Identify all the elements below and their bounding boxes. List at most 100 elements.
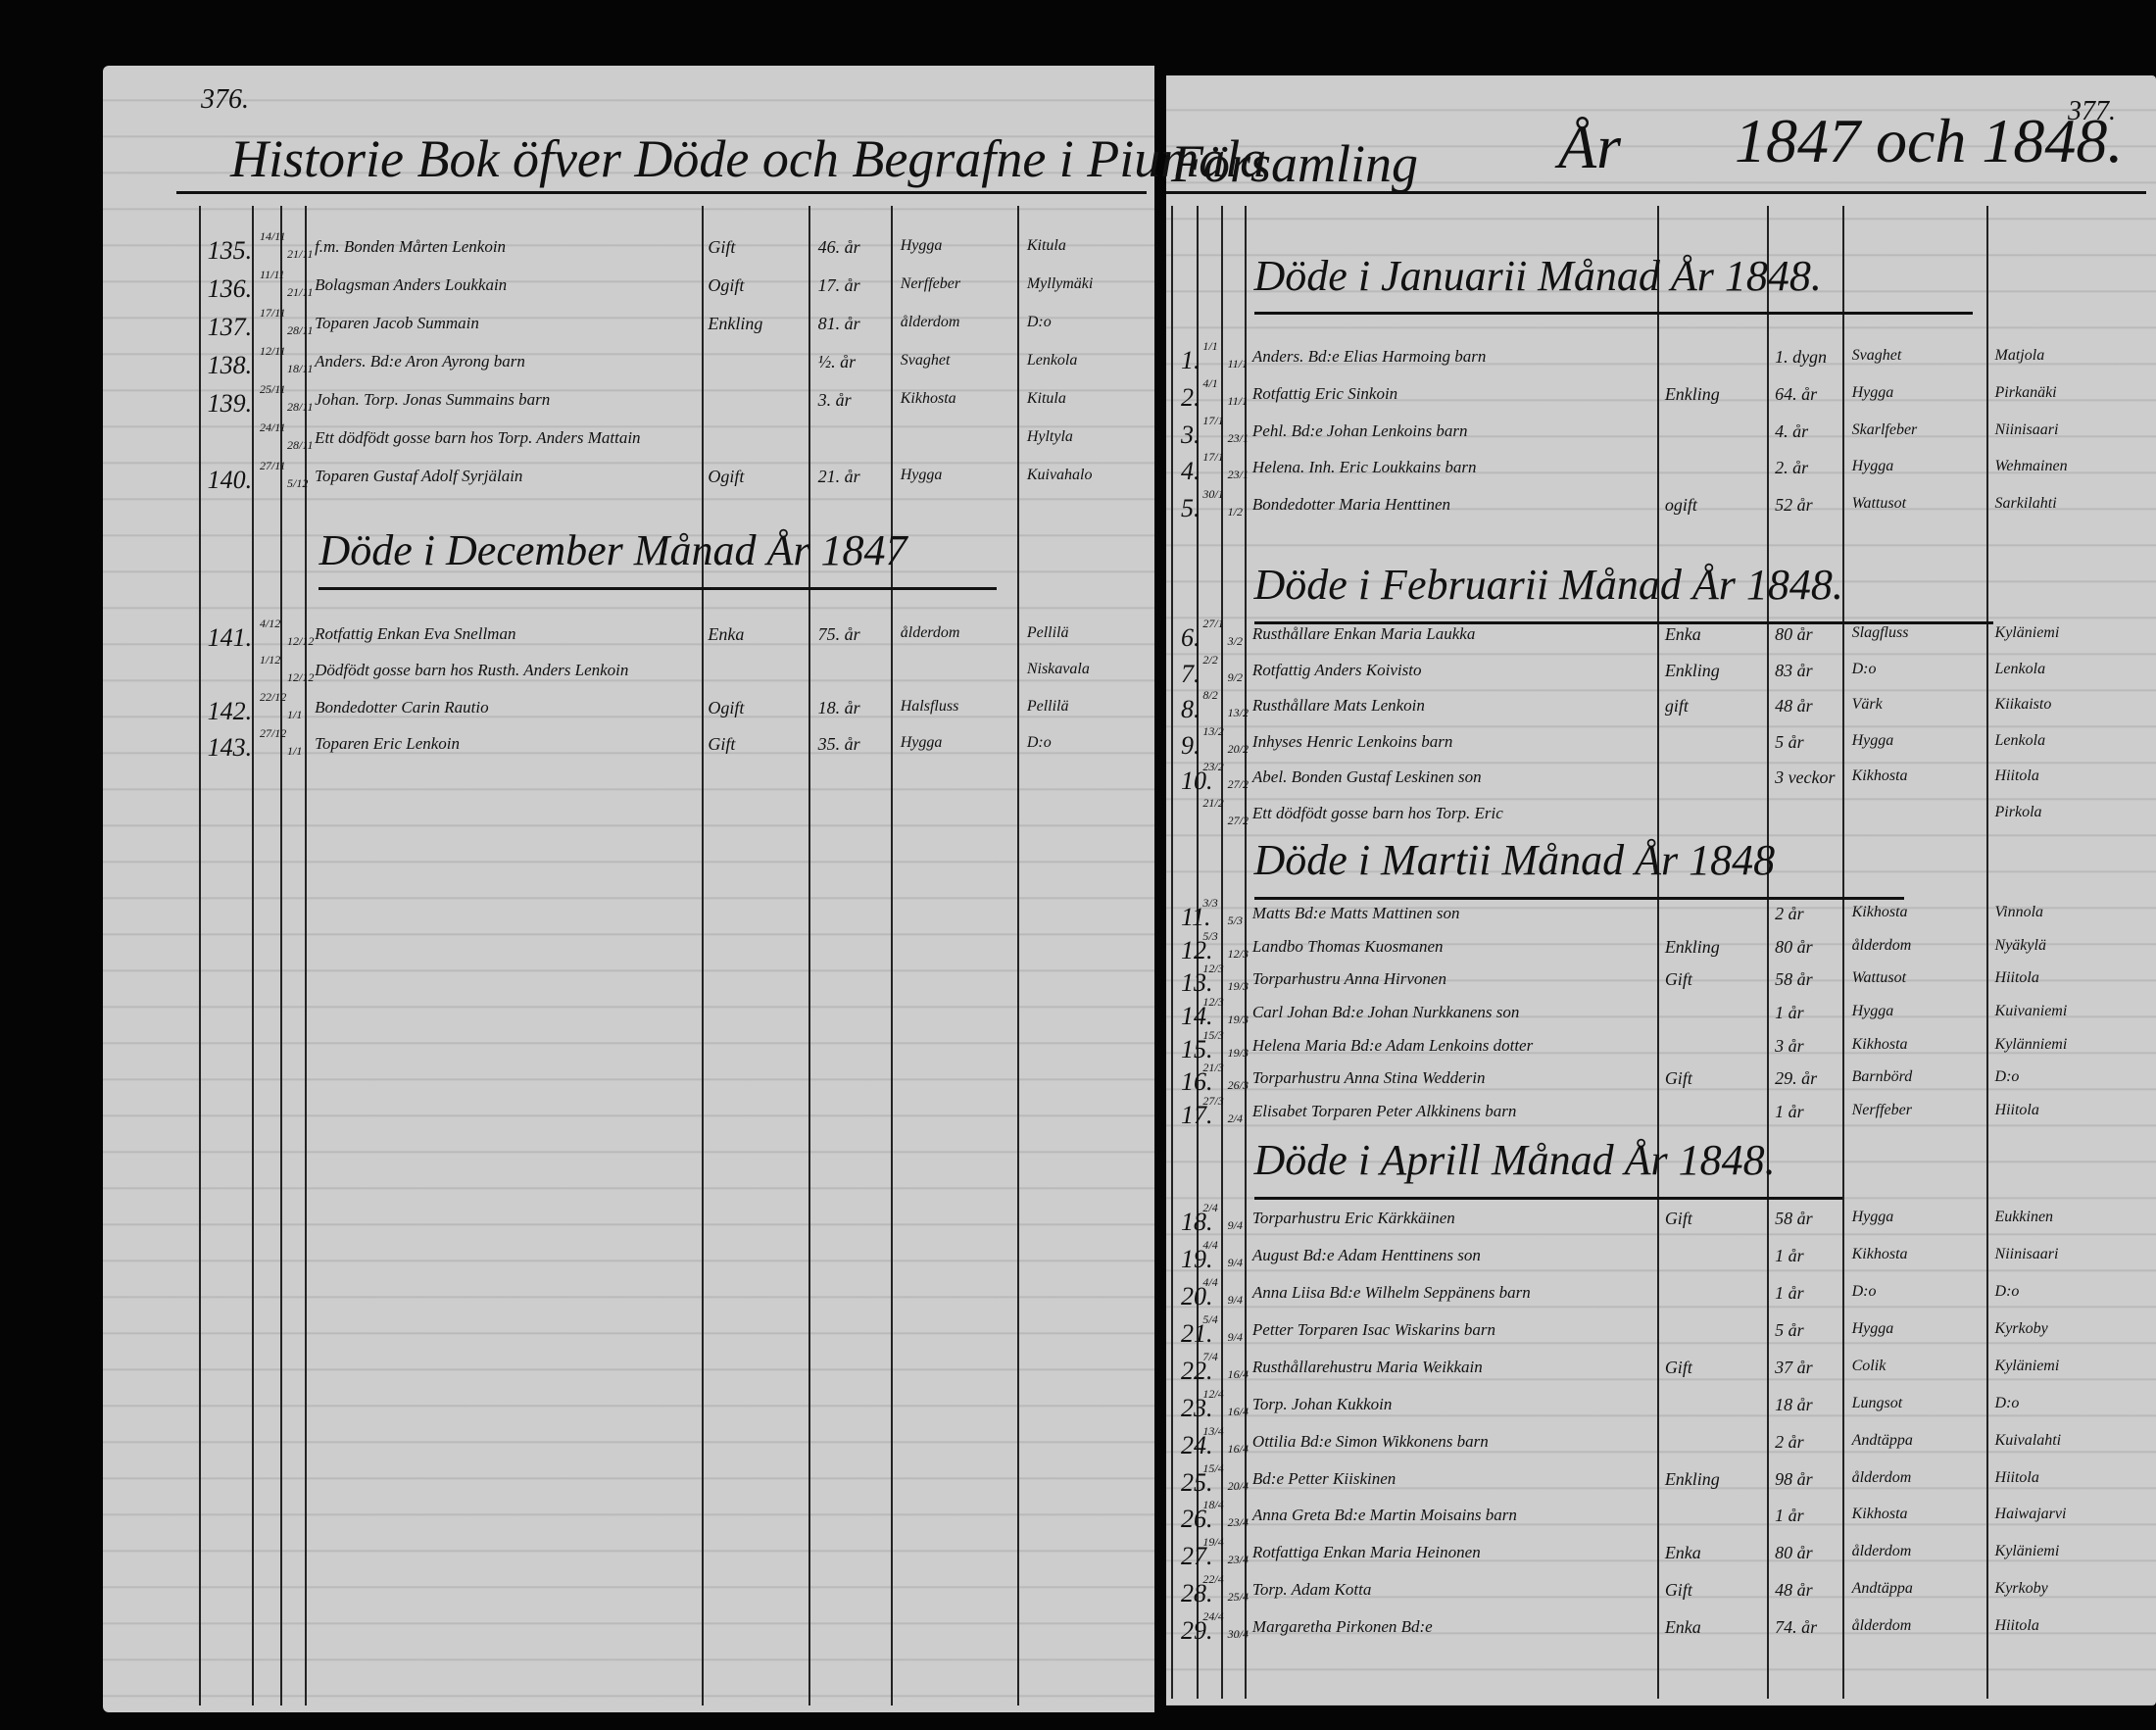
- entry-no: 142.: [207, 696, 253, 725]
- column-rule: [251, 206, 254, 1705]
- entry-name: Rusthållarehustru Maria Weikkain: [1251, 1357, 1483, 1376]
- entry-name: Matts Bd:e Matts Mattinen son: [1251, 903, 1460, 922]
- entry-d1: 15/4: [1202, 1460, 1224, 1475]
- entry-place: Kyläniemi: [1994, 1543, 2060, 1560]
- entry-age: 80 år: [1775, 936, 1813, 957]
- page-number: 377.: [2068, 96, 2116, 126]
- entry-d1: 2/2: [1202, 652, 1218, 667]
- entry-name: Ett dödfödt gosse barn hos Torp. Eric: [1251, 803, 1503, 822]
- page-number: 376.: [201, 84, 249, 115]
- column-rule: [199, 206, 202, 1705]
- entry-name: Torparhustru Anna Hirvonen: [1251, 969, 1446, 989]
- entry-cause: Svaghet: [1851, 346, 1902, 364]
- entry-place: Kitula: [1026, 389, 1066, 407]
- entry-name: f.m. Bonden Mårten Lenkoin: [315, 236, 507, 256]
- entry-d2: 13/2: [1227, 706, 1249, 720]
- entry-place: D:o: [1026, 313, 1052, 330]
- entry-d2: 23/1: [1227, 468, 1249, 482]
- entry-name: Rotfattig Eric Sinkoin: [1251, 383, 1398, 403]
- entry-age: 1 år: [1775, 1506, 1804, 1526]
- entry-d1: 13/4: [1202, 1423, 1224, 1438]
- entry-d1: 27/1: [1202, 617, 1224, 631]
- entry-place: Niinisaari: [1994, 1246, 2059, 1263]
- entry-no: 135.: [207, 235, 253, 265]
- entry-place: Kitula: [1026, 236, 1066, 254]
- entry-name: Pehl. Bd:e Johan Lenkoins barn: [1251, 420, 1468, 440]
- entry-d2: 9/2: [1227, 669, 1243, 684]
- entry-place: Lenkola: [1994, 660, 2046, 677]
- entry-place: Kuivaniemi: [1994, 1002, 2068, 1019]
- entry-d2: 20/2: [1227, 741, 1249, 756]
- entry-name: Bd:e Petter Kiiskinen: [1251, 1468, 1396, 1488]
- entry-age: 48 år: [1775, 1580, 1813, 1601]
- entry-d2: 21/11: [287, 246, 314, 261]
- entry-place: Kyläniemi: [1994, 624, 2060, 642]
- entry-d1: 17/1: [1202, 450, 1224, 465]
- heading-rule: [1253, 621, 1994, 625]
- entry-d2: 9/4: [1227, 1256, 1243, 1270]
- entry-cause: ålderdom: [1851, 1468, 1912, 1486]
- entry-d1: 19/4: [1202, 1535, 1224, 1550]
- entry-place: Nyäkylä: [1994, 936, 2046, 954]
- entry-cause: Kikhosta: [900, 389, 956, 407]
- heading-rule: [318, 587, 998, 591]
- entry-cause: Hygga: [1851, 1002, 1894, 1019]
- entry-d2: 27/2: [1227, 813, 1249, 827]
- entry-place: Kyläniemi: [1994, 1357, 2060, 1374]
- entry-status: Gift: [708, 733, 736, 754]
- entry-no: 22.: [1180, 1356, 1213, 1385]
- entry-name: Bondedotter Carin Rautio: [315, 697, 489, 717]
- entry-no: 12.: [1180, 935, 1213, 964]
- column-rule: [1196, 206, 1199, 1699]
- entry-age: 1 år: [1775, 1002, 1804, 1022]
- entry-place: Wehmainen: [1994, 458, 2068, 475]
- entry-name: Toparen Jacob Summain: [315, 313, 479, 332]
- entry-age: 58 år: [1775, 969, 1813, 990]
- entry-d1: 4/1: [1202, 375, 1218, 390]
- entry-place: Hyltyla: [1026, 427, 1073, 445]
- heading-rule: [1253, 312, 1974, 316]
- entry-no: 15.: [1180, 1034, 1213, 1063]
- entry-age: 81. år: [817, 313, 860, 333]
- entry-age: 2. år: [1775, 458, 1809, 478]
- entry-place: Lenkola: [1026, 351, 1078, 369]
- entry-d2: 21/11: [287, 284, 314, 299]
- entry-d1: 11/11: [259, 267, 285, 281]
- entry-cause: ålderdom: [900, 313, 960, 330]
- entry-status: Enka: [1664, 1543, 1701, 1563]
- entry-no: 24.: [1180, 1430, 1213, 1459]
- title: År: [1558, 112, 1621, 181]
- entry-place: Pirkola: [1994, 803, 2042, 820]
- entry-cause: Hygga: [1851, 1209, 1894, 1226]
- entry-no: 17.: [1180, 1100, 1213, 1129]
- entry-status: Gift: [1664, 1580, 1692, 1601]
- title: 1847 och 1848.: [1735, 106, 2124, 175]
- entry-d1: 3/3: [1202, 895, 1218, 910]
- entry-d2: 23/4: [1227, 1553, 1249, 1567]
- entry-d1: 1/12: [259, 653, 281, 667]
- entry-age: 3 år: [1775, 1035, 1804, 1056]
- entry-age: 35. år: [817, 733, 860, 754]
- entry-name: Rotfattig Enkan Eva Snellman: [315, 624, 516, 644]
- entry-d2: 12/12: [287, 670, 315, 685]
- entry-age: 29. år: [1775, 1068, 1818, 1089]
- entry-name: Anders. Bd:e Aron Ayrong barn: [315, 351, 525, 371]
- column-rule: [305, 206, 308, 1705]
- entry-no: 27.: [1180, 1542, 1213, 1571]
- entry-cause: Slagfluss: [1851, 624, 1909, 642]
- entry-cause: Kikhosta: [1851, 1246, 1908, 1263]
- entry-no: 10.: [1180, 766, 1213, 796]
- entry-no: 138.: [207, 350, 253, 379]
- entry-status: Ogift: [708, 697, 745, 717]
- entry-status: Gift: [1664, 1209, 1692, 1229]
- entry-cause: Hygga: [900, 733, 943, 751]
- entry-name: Toparen Eric Lenkoin: [315, 733, 461, 753]
- entry-name: Landbo Thomas Kuosmanen: [1251, 936, 1444, 956]
- entry-place: D:o: [1026, 733, 1052, 751]
- entry-d1: 22/12: [259, 689, 287, 704]
- entry-d2: 30/4: [1227, 1627, 1249, 1642]
- column-rule: [808, 206, 810, 1705]
- entry-cause: Andtäppa: [1851, 1580, 1913, 1598]
- entry-d2: 5/3: [1227, 913, 1243, 927]
